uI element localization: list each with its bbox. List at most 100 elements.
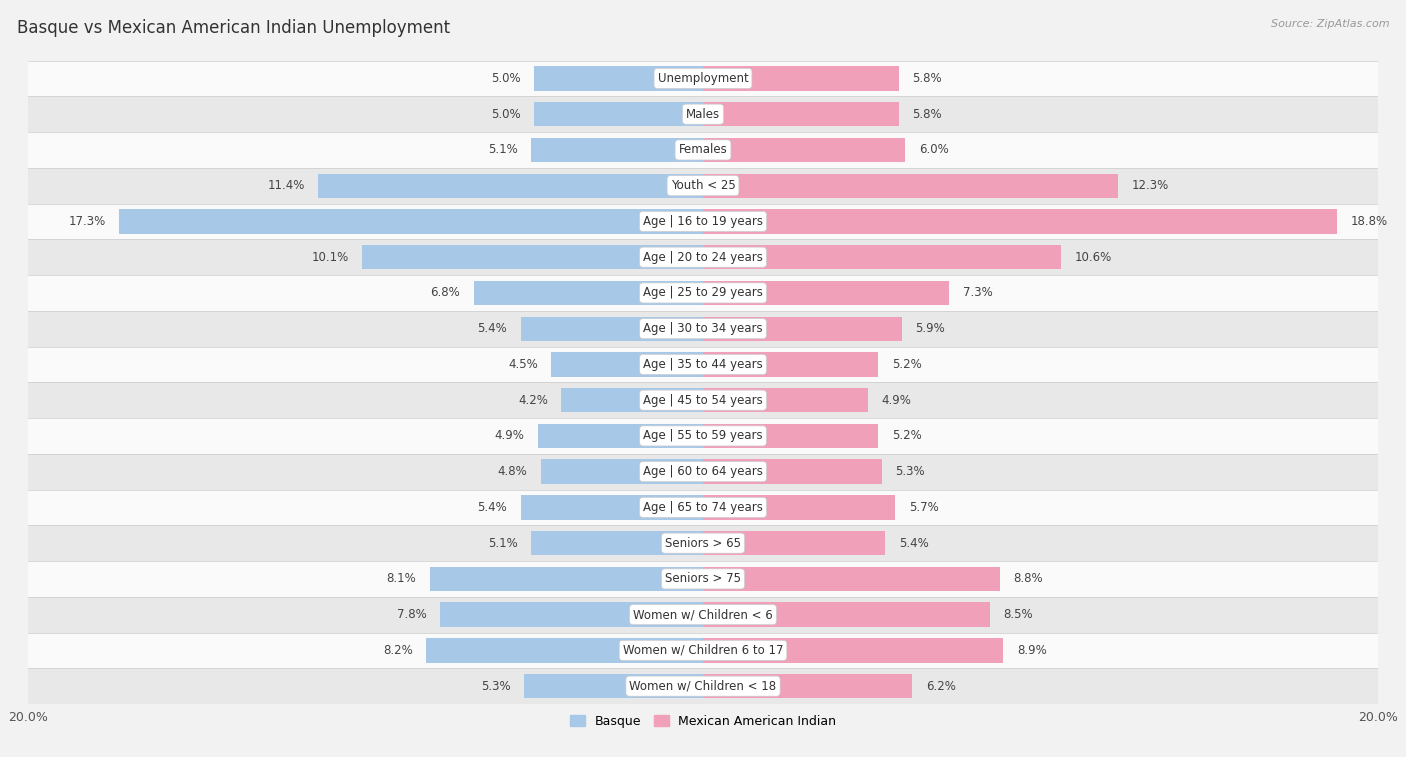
Text: 5.0%: 5.0% (491, 107, 520, 120)
Bar (28, 275, 1378, 311)
Text: 12.3%: 12.3% (1132, 179, 1168, 192)
Bar (426, 638, 703, 662)
Bar (28, 490, 1378, 525)
Bar (28, 453, 1378, 490)
Text: Age | 65 to 74 years: Age | 65 to 74 years (643, 501, 763, 514)
Text: 8.9%: 8.9% (1017, 644, 1046, 657)
Bar (28, 239, 1378, 275)
Text: 4.2%: 4.2% (517, 394, 548, 407)
Text: 6.0%: 6.0% (920, 143, 949, 157)
Text: 4.9%: 4.9% (495, 429, 524, 442)
Bar (28, 347, 1378, 382)
Text: 10.6%: 10.6% (1074, 251, 1111, 263)
Text: 5.4%: 5.4% (898, 537, 928, 550)
Text: Age | 20 to 24 years: Age | 20 to 24 years (643, 251, 763, 263)
Bar (703, 352, 879, 376)
Text: 5.2%: 5.2% (891, 429, 922, 442)
Text: 11.4%: 11.4% (267, 179, 305, 192)
Text: Age | 25 to 29 years: Age | 25 to 29 years (643, 286, 763, 300)
Bar (28, 418, 1378, 453)
Text: Source: ZipAtlas.com: Source: ZipAtlas.com (1271, 19, 1389, 29)
Bar (703, 245, 1060, 269)
Text: 7.3%: 7.3% (963, 286, 993, 300)
Bar (531, 531, 703, 556)
Bar (703, 209, 1337, 234)
Text: Women w/ Children 6 to 17: Women w/ Children 6 to 17 (623, 644, 783, 657)
Text: 8.8%: 8.8% (1014, 572, 1043, 585)
Text: 6.8%: 6.8% (430, 286, 460, 300)
Text: 8.1%: 8.1% (387, 572, 416, 585)
Bar (28, 597, 1378, 633)
Text: 5.4%: 5.4% (478, 322, 508, 335)
Bar (430, 567, 703, 591)
Bar (551, 352, 703, 376)
Text: 17.3%: 17.3% (69, 215, 105, 228)
Text: 5.2%: 5.2% (891, 358, 922, 371)
Bar (474, 281, 703, 305)
Text: Unemployment: Unemployment (658, 72, 748, 85)
Bar (28, 668, 1378, 704)
Text: 5.0%: 5.0% (491, 72, 520, 85)
Bar (703, 67, 898, 91)
Text: 6.2%: 6.2% (925, 680, 956, 693)
Bar (703, 638, 1004, 662)
Bar (703, 495, 896, 519)
Bar (28, 96, 1378, 132)
Text: Basque vs Mexican American Indian Unemployment: Basque vs Mexican American Indian Unempl… (17, 19, 450, 37)
Text: Women w/ Children < 6: Women w/ Children < 6 (633, 608, 773, 621)
Text: Age | 60 to 64 years: Age | 60 to 64 years (643, 465, 763, 478)
Bar (28, 633, 1378, 668)
Text: 4.8%: 4.8% (498, 465, 527, 478)
Text: 5.8%: 5.8% (912, 107, 942, 120)
Bar (363, 245, 703, 269)
Text: 10.1%: 10.1% (312, 251, 349, 263)
Bar (703, 102, 898, 126)
Text: 7.8%: 7.8% (396, 608, 426, 621)
Bar (28, 561, 1378, 597)
Text: 5.7%: 5.7% (908, 501, 939, 514)
Bar (531, 138, 703, 162)
Bar (28, 382, 1378, 418)
Bar (537, 424, 703, 448)
Bar (541, 459, 703, 484)
Text: Seniors > 65: Seniors > 65 (665, 537, 741, 550)
Text: 5.3%: 5.3% (896, 465, 925, 478)
Text: 8.2%: 8.2% (382, 644, 413, 657)
Text: Youth < 25: Youth < 25 (671, 179, 735, 192)
Bar (120, 209, 703, 234)
Bar (28, 204, 1378, 239)
Text: 4.5%: 4.5% (508, 358, 537, 371)
Text: Males: Males (686, 107, 720, 120)
Bar (28, 525, 1378, 561)
Bar (703, 316, 903, 341)
Bar (703, 281, 949, 305)
Text: 18.8%: 18.8% (1351, 215, 1388, 228)
Text: 5.4%: 5.4% (478, 501, 508, 514)
Text: 8.5%: 8.5% (1004, 608, 1033, 621)
Text: 5.1%: 5.1% (488, 537, 517, 550)
Bar (534, 102, 703, 126)
Text: 4.9%: 4.9% (882, 394, 911, 407)
Text: 5.1%: 5.1% (488, 143, 517, 157)
Bar (28, 311, 1378, 347)
Bar (28, 132, 1378, 168)
Bar (703, 459, 882, 484)
Text: 5.9%: 5.9% (915, 322, 945, 335)
Text: Seniors > 75: Seniors > 75 (665, 572, 741, 585)
Bar (440, 603, 703, 627)
Bar (28, 168, 1378, 204)
Text: Age | 45 to 54 years: Age | 45 to 54 years (643, 394, 763, 407)
Bar (520, 495, 703, 519)
Text: 5.3%: 5.3% (481, 680, 510, 693)
Bar (318, 173, 703, 198)
Bar (703, 173, 1118, 198)
Bar (534, 67, 703, 91)
Bar (703, 424, 879, 448)
Text: Age | 55 to 59 years: Age | 55 to 59 years (643, 429, 763, 442)
Text: Age | 16 to 19 years: Age | 16 to 19 years (643, 215, 763, 228)
Text: Females: Females (679, 143, 727, 157)
Text: Age | 30 to 34 years: Age | 30 to 34 years (643, 322, 763, 335)
Text: Women w/ Children < 18: Women w/ Children < 18 (630, 680, 776, 693)
Bar (703, 674, 912, 698)
Bar (703, 567, 1000, 591)
